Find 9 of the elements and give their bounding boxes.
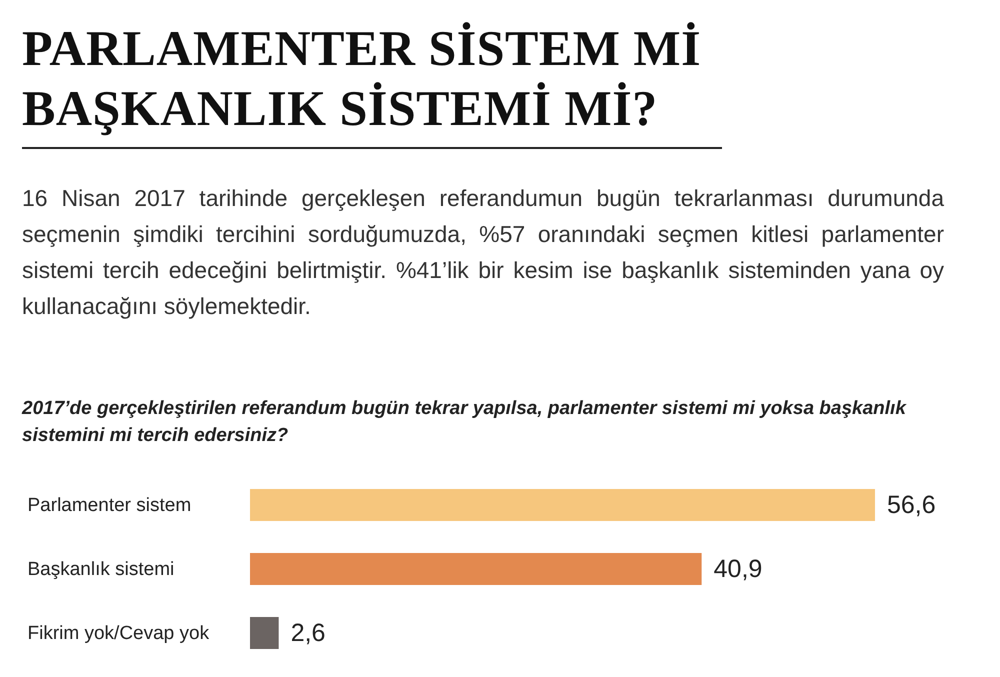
data-label: 40,9 — [714, 555, 762, 583]
y-tick-label: Fikrim yok/Cevap yok — [28, 623, 210, 644]
data-label: 2,6 — [290, 619, 326, 647]
text: 2017’de gerçekleştirilen referandum bugün tekrar yapılsa, parlamenter sistemi mi yoksa başkanlık sistemini mi tercih edersiniz? — [22, 397, 908, 448]
chart-title: PARLAMENTER SİSTEM Mİ BAŞKANLIK SİSTEMİ Mİ? — [22, 19, 702, 138]
data-label: 56,6 — [887, 491, 936, 519]
y-tick-label: Başkanlık sistemi — [28, 559, 174, 580]
y-tick-label: Parlamenter sistem — [28, 495, 192, 516]
chart-subtitle: 16 Nisan 2017 tarihinde gerçekleşen referandumun bugün tekrarlanması durumunda seçmenin şimdiki tercihini sorduğumuzda, %57 oranındaki seçmen kitlesi parlamenter sistemi tercih edeceğini belirtmiştir. %41’lik bir kesim ise başkanlık sisteminden yana oy kullanacağını söylemektedir. — [22, 184, 944, 321]
